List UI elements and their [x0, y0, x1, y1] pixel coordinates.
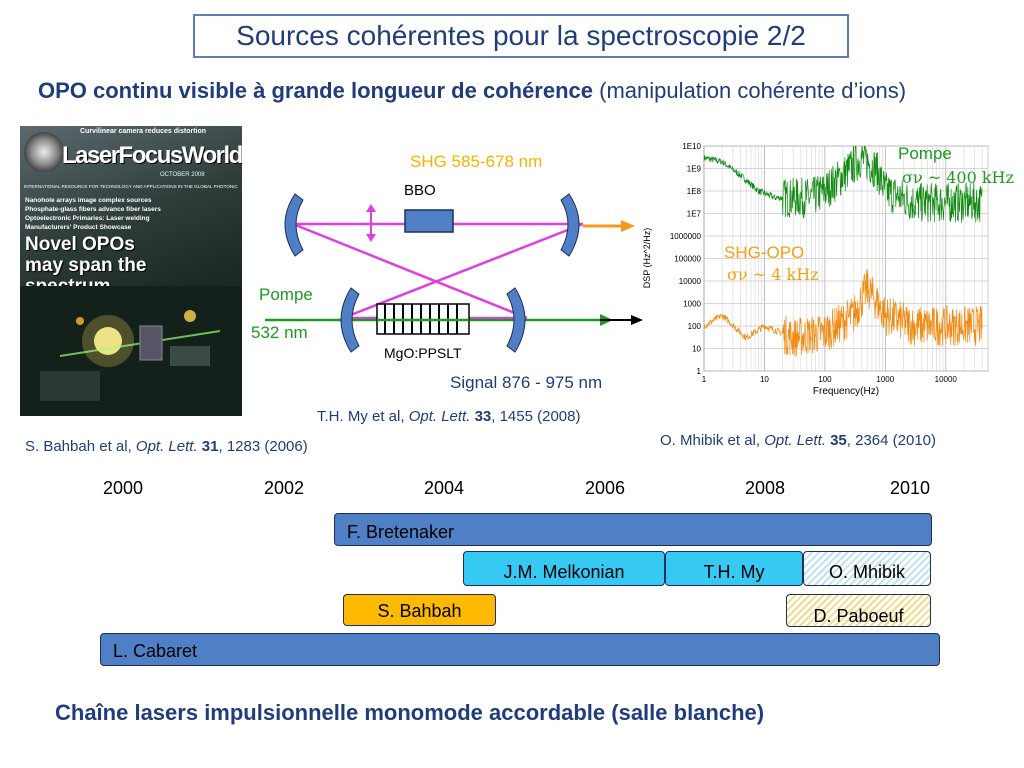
timeline-bar-my: T.H. My — [665, 551, 803, 586]
timeline-bar-paboeuf: D. Paboeuf — [786, 594, 931, 627]
subtitle-bold: OPO continu visible à grande longueur de… — [38, 78, 594, 103]
cover-bullet: Phosphate-glass fibers advance fiber las… — [25, 206, 161, 213]
mirror-bottom-right — [506, 287, 526, 353]
magazine-cover: Curvilinear camera reduces distortion La… — [20, 126, 242, 416]
bottom-caption: Chaîne lasers impulsionnelle monomode ac… — [55, 700, 765, 725]
reference-my: T.H. My et al, Opt. Lett. 33, 1455 (2008… — [317, 408, 581, 425]
bar-label: J.M. Melkonian — [503, 562, 625, 582]
chart-x-tick-label: 100 — [818, 375, 832, 384]
chart-legend-pompe-note: σν ~ 400 kHz — [902, 168, 1014, 187]
chart-y-tick-label: 1E9 — [687, 165, 702, 174]
cover-masthead: LaserFocusWorld — [62, 142, 242, 169]
bbo-crystal — [404, 209, 454, 233]
output-arrow-head — [631, 315, 643, 325]
chart-x-tick-label: 10000 — [935, 375, 958, 384]
crystal-label: MgO:PPSLT — [384, 345, 462, 361]
timeline-bar-cabaret: L. Cabaret — [100, 633, 940, 666]
timeline-bar-bretenaker: F. Bretenaker — [334, 513, 932, 546]
bar-label: S. Bahbah — [377, 601, 462, 621]
signal-label: Signal 876 - 975 nm — [450, 373, 603, 392]
chart-y-tick-label: 100 — [688, 322, 702, 331]
chart-y-tick-label: 1E7 — [687, 210, 702, 219]
cover-strapline: INTERNATIONAL RESOURCE FOR TECHNOLOGY AN… — [24, 184, 238, 189]
chart-y-tick-label: 1 — [697, 367, 702, 376]
timeline-bar-bahbah: S. Bahbah — [343, 594, 496, 626]
timeline-year: 2006 — [585, 478, 626, 498]
chart-y-tick-label: 10000 — [679, 277, 702, 286]
noise-spectrum-chart: 1 10 100 1000 10000 1 10 100 1000 10000 100000 1000… — [642, 142, 989, 397]
signal-beam-cross-1 — [292, 222, 528, 320]
cover-headline-2: may span the — [25, 255, 147, 276]
cover-date: OCTOBER 2008 — [160, 172, 205, 178]
signal-beam-cross-2 — [342, 222, 584, 320]
cover-top-banner: Curvilinear camera reduces distortion — [80, 128, 207, 135]
chart-y-tick-label: 1000 — [683, 300, 701, 309]
chart-y-tick-label: 100000 — [674, 255, 701, 264]
reference-bahbah: S. Bahbah et al, Opt. Lett. 31, 1283 (20… — [25, 438, 308, 455]
chart-y-tick-label: 1000000 — [670, 232, 702, 241]
chart-y-tick-label: 1E8 — [687, 187, 702, 196]
chart-series-pompe — [703, 145, 983, 223]
bbo-label: BBO — [404, 182, 436, 199]
chart-y-tick-label: 1E10 — [682, 142, 701, 151]
chart-legend-pompe: Pompe — [898, 144, 952, 163]
reference-mhibik: O. Mhibik et al, Opt. Lett. 35, 2364 (20… — [660, 432, 936, 449]
shg-arrow-head — [621, 220, 635, 232]
chart-y-tick-label: 10 — [692, 345, 701, 354]
bar-label: L. Cabaret — [113, 641, 198, 661]
chart-x-axis-label: Frequency(Hz) — [813, 386, 879, 397]
mirror-top-right — [560, 193, 580, 257]
timeline-bar-mhibik: O. Mhibik — [803, 551, 931, 586]
cover-bullet: Manufacturers' Product Showcase — [25, 224, 132, 231]
cover-headline-1: Novel OPOs — [25, 234, 135, 255]
pump-label: Pompe — [259, 285, 313, 304]
mirror-bottom-left — [340, 287, 360, 353]
timeline-bar-melkonian: J.M. Melkonian — [463, 551, 665, 586]
chart-x-tick-label: 1000 — [876, 375, 894, 384]
timeline-year: 2000 — [103, 478, 144, 498]
slide-title: Sources cohérentes pour la spectroscopie… — [193, 14, 849, 58]
chart-series-shg-opo — [703, 269, 983, 357]
pump-wavelength-label: 532 nm — [251, 323, 308, 342]
cover-optics-photo — [20, 286, 242, 416]
bar-label: D. Paboeuf — [813, 606, 904, 626]
shg-label: SHG 585-678 nm — [410, 152, 543, 171]
subtitle-paren: (manipulation cohérente d’ions) — [599, 78, 907, 103]
timeline-year: 2004 — [424, 478, 465, 498]
timeline-year: 2008 — [745, 478, 786, 498]
bar-label: T.H. My — [703, 562, 765, 582]
chart-x-tick-label: 10 — [760, 375, 769, 384]
opo-cavity-diagram — [265, 193, 643, 353]
bar-label: F. Bretenaker — [347, 522, 455, 542]
timeline-year: 2010 — [890, 478, 931, 498]
chart-y-axis-label: DSP (Hz^2/Hz) — [642, 228, 652, 289]
chart-x-tick-label: 1 — [702, 375, 707, 384]
chart-legend-shg: SHG-OPO — [724, 243, 805, 262]
chart-legend-shg-note: σν ~ 4 kHz — [727, 265, 819, 284]
bar-label: O. Mhibik — [828, 562, 906, 582]
cover-bullet: Nanohole arrays image complex sources — [25, 197, 152, 204]
slide-subtitle: OPO continu visible à grande longueur de… — [38, 78, 906, 104]
cover-bullet: Optoelectronic Primaries: Laser welding — [25, 215, 150, 222]
mirror-top-left — [284, 193, 304, 257]
timeline-year: 2002 — [264, 478, 305, 498]
cover-lens-image — [24, 132, 64, 172]
